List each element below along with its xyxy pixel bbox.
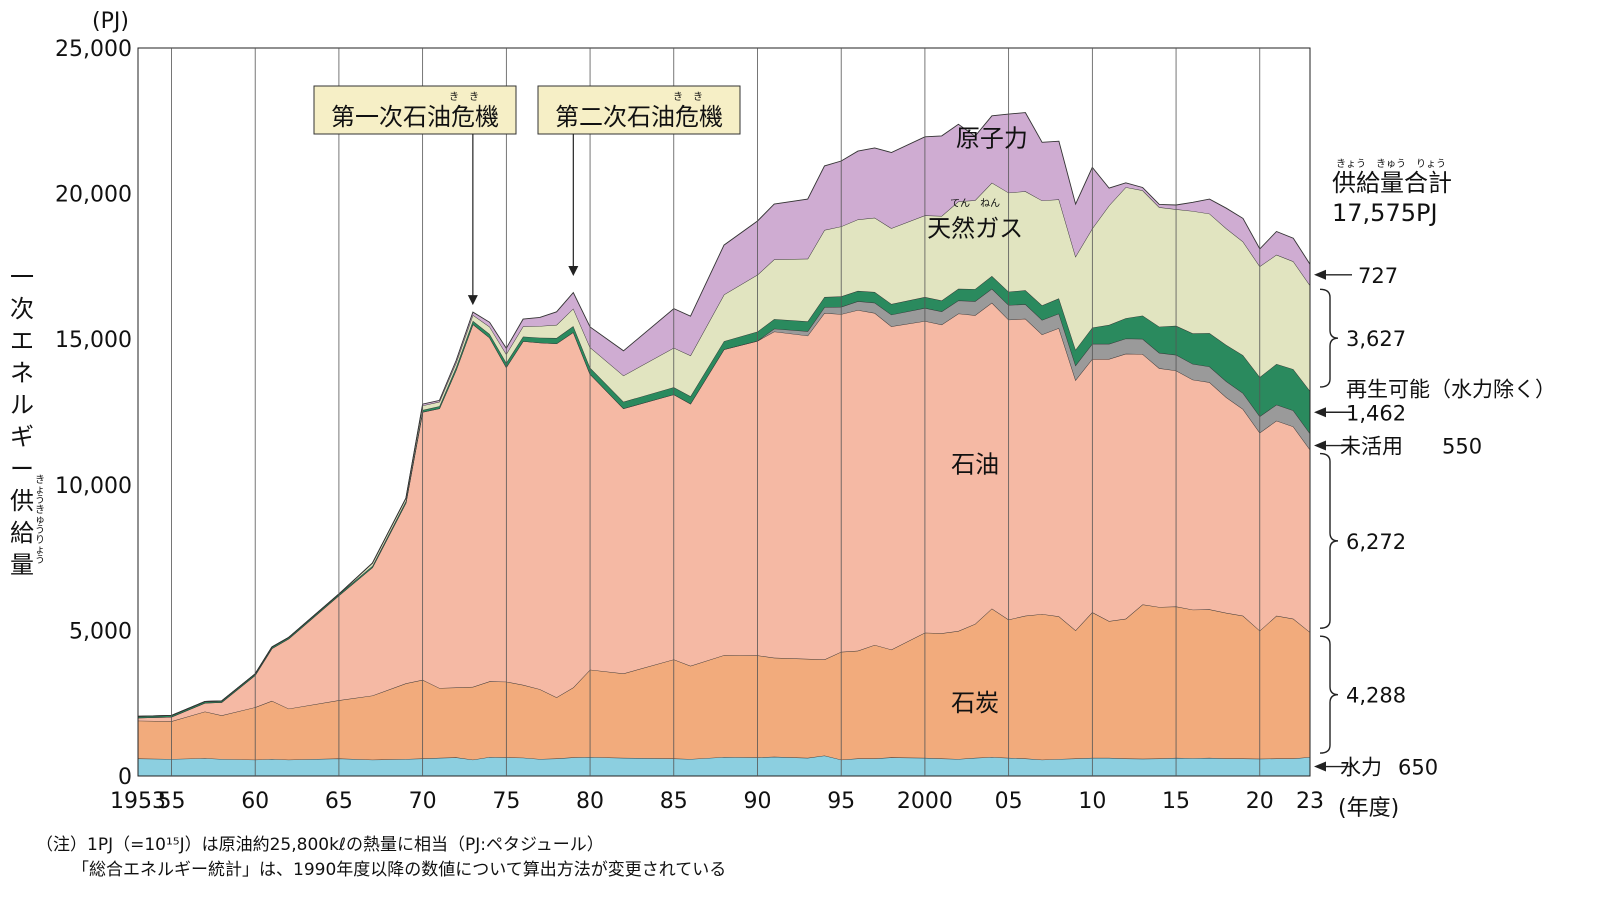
x-tick-label: 1953 [110,789,166,814]
right-value: 4,288 [1346,684,1406,708]
right-arrow-head [1314,269,1326,280]
x-tick-label: 20 [1246,789,1274,814]
y-label-char: 供 [10,487,34,515]
note-line-1: （注）1PJ（=10¹⁵J）は原油約25,800kℓの熱量に相当（PJ:ペタジュ… [36,835,604,855]
y-tick-label: 5,000 [69,619,132,644]
x-tick-label: 60 [241,789,269,814]
area-label-ruby: てん ねん [950,198,1000,210]
right-arrow-head [1314,407,1326,418]
y-label-char: 次 [10,295,34,323]
x-tick-label: 55 [157,789,185,814]
y-tick-label: 0 [118,765,132,790]
y-tick-label: 15,000 [55,328,132,353]
total-ruby: きょう きゅう りょう [1336,158,1446,170]
right-name: 未活用 [1340,435,1403,459]
x-tick-label: 80 [576,789,604,814]
plot-frame [137,47,1311,777]
note-line-2: 「総合エネルギー統計」は、1990年度以降の数値について算出方法が変更されている [72,860,726,880]
annotation-text: 第一次石油危機 [331,103,499,131]
stacked-areas [137,112,1311,776]
y-label-ruby-char: う [35,524,45,536]
right-value: 6,272 [1346,530,1406,554]
total-label: 供給量合計 [1332,169,1452,197]
annotation-ruby: き き [673,91,703,103]
x-tick-label: 75 [492,789,520,814]
y-label-char: 量 [10,551,34,579]
area-label: 石油 [951,450,999,478]
y-tick-label: 20,000 [55,183,132,208]
y-label-ruby-char: ょ [35,545,45,556]
x-tick-label: 65 [325,789,353,814]
annotation-arrow-head [568,266,579,277]
y-label-ruby-char: う [35,554,45,566]
annotation-text: 第二次石油危機 [555,103,723,131]
area-5 [138,182,1310,717]
x-tick-label: 95 [827,789,855,814]
y-tick-labels: 0 5,000 10,000 15,000 20,000 25,000 [55,37,132,790]
y-label-char: ー [10,455,34,483]
right-arrow-head [1314,761,1326,772]
right-name: 水力 [1340,756,1382,780]
right-value: 727 [1358,264,1398,288]
y-label-ruby-char: ょ [35,485,45,496]
area-label: 原子力 [956,124,1028,152]
y-label-char: 一 [10,263,34,291]
x-unit-label: (年度) [1338,796,1399,821]
area-2 [138,302,1310,722]
x-tick-label: 90 [743,789,771,814]
area-0 [138,755,1310,776]
y-tick-label: 10,000 [55,474,132,499]
x-gridlines [171,48,1261,776]
y-label-char: 給 [10,519,34,547]
area-1 [138,604,1310,760]
right-value-labels: 727 3,627 再生可能（水力除く）1,462 未活用 550 6,272 4,288 水… [1314,264,1556,780]
area-label: 天然ガス [927,215,1023,243]
y-label-ruby-char: う [35,494,45,506]
right-bracket [1319,635,1339,754]
y-label-char: ル [10,391,34,419]
area-edge-6 [137,112,1311,717]
x-tick-label: 70 [409,789,437,814]
annotation-ruby: き き [449,91,479,103]
x-tick-label: 10 [1078,789,1106,814]
right-bracket [1319,288,1339,388]
x-tick-label: 05 [995,789,1023,814]
annotation-box [537,85,741,135]
right-bracket [1319,452,1339,629]
y-label-ruby-char: き [35,504,45,516]
annotation-arrow-head [467,295,478,306]
right-value: 3,627 [1346,327,1406,351]
y-tick-label: 25,000 [55,37,132,62]
area-label: 石炭 [951,689,999,717]
y-label-char: ネ [10,359,34,387]
y-label-ruby-char: ゅ [35,515,45,526]
x-tick-label: 23 [1296,789,1324,814]
right-value: 650 [1398,756,1438,780]
x-tick-label: 15 [1162,789,1190,814]
right-arrow-head [1314,440,1326,451]
right-name: 再生可能（水力除く） [1346,377,1556,401]
y-label-char: ギ [10,423,34,451]
unit-label: (PJ) [92,9,129,34]
y-label-ruby-char: き [35,474,45,486]
x-tick-label: 2000 [897,789,953,814]
x-tick-label: 85 [660,789,688,814]
annotation-box [313,85,517,135]
y-label-ruby-char: り [35,534,45,546]
total-value: 17,575PJ [1332,199,1438,227]
right-value: 550 [1442,435,1482,459]
right-value: 1,462 [1346,401,1406,425]
y-label-char: エ [10,327,34,355]
